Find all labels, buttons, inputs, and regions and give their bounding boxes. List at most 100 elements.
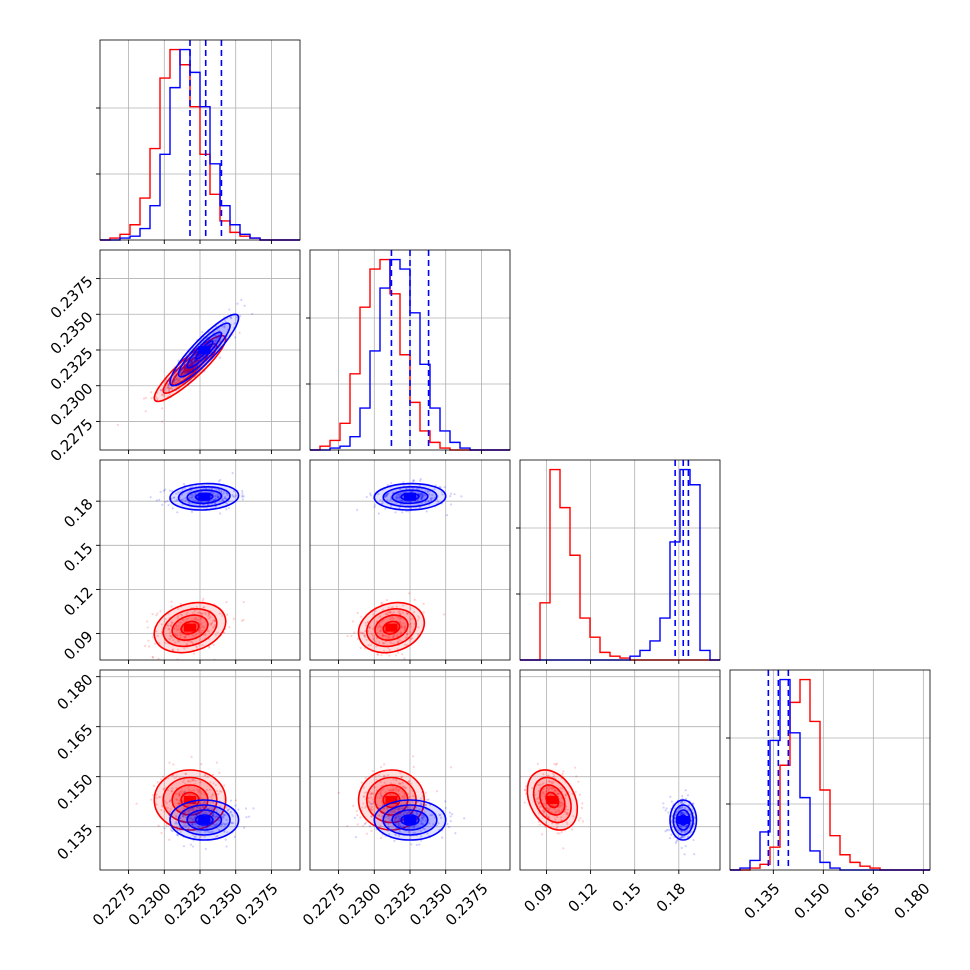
sample-point — [395, 605, 398, 608]
sample-point — [574, 790, 577, 793]
x-tick-label: 0.09 — [520, 880, 556, 916]
sample-point — [409, 631, 412, 634]
sample-point — [397, 815, 400, 818]
sample-point — [429, 497, 433, 500]
sample-point — [387, 611, 390, 614]
sample-point — [242, 600, 245, 604]
sample-point — [175, 826, 178, 829]
sample-point — [178, 639, 181, 642]
sample-point — [198, 611, 201, 614]
sample-point — [554, 763, 558, 766]
sample-point — [160, 623, 163, 626]
sample-point — [147, 639, 150, 642]
sample-point — [230, 821, 233, 824]
sample-point — [200, 805, 203, 808]
sample-point — [179, 830, 183, 834]
sample-point — [548, 786, 551, 790]
sample-point — [398, 807, 401, 810]
sample-point — [364, 821, 368, 824]
sample-point — [415, 499, 419, 502]
sample-point — [373, 786, 376, 789]
sample-point — [200, 500, 203, 503]
sample-point — [182, 618, 185, 621]
density-peak — [184, 623, 196, 632]
sample-point — [581, 802, 584, 805]
sample-point — [545, 791, 548, 794]
sample-point — [393, 820, 397, 823]
sample-point — [178, 628, 181, 631]
sample-point — [391, 789, 394, 792]
sample-point — [199, 790, 202, 793]
sample-point — [158, 641, 161, 644]
sample-point — [177, 607, 180, 610]
sample-point — [194, 616, 198, 620]
sample-point — [679, 807, 682, 810]
sample-point — [226, 493, 229, 497]
sample-point — [232, 495, 235, 498]
sample-point — [144, 644, 147, 648]
sample-point — [168, 638, 171, 641]
sample-point — [411, 794, 414, 798]
sample-point — [175, 388, 178, 392]
sample-point — [537, 801, 541, 805]
sample-point — [184, 364, 187, 367]
sample-point — [420, 497, 424, 500]
sample-point — [202, 806, 205, 809]
sample-point — [406, 807, 410, 810]
sample-point — [548, 779, 551, 782]
sample-point — [550, 810, 553, 814]
sample-point — [175, 798, 178, 801]
sample-point — [191, 822, 194, 825]
sample-point — [447, 825, 451, 829]
sample-point — [202, 606, 205, 609]
sample-point — [368, 626, 371, 629]
sample-point — [681, 806, 684, 809]
sample-point — [216, 495, 220, 499]
sample-point — [387, 829, 390, 832]
sample-point — [192, 802, 195, 805]
sample-point — [176, 833, 179, 837]
sample-point — [170, 790, 173, 793]
sample-point — [174, 793, 177, 796]
sample-point — [184, 822, 187, 825]
sample-point — [186, 617, 189, 621]
sample-point — [386, 613, 389, 616]
sample-point — [167, 627, 170, 630]
sample-point — [184, 634, 188, 637]
sample-point — [190, 496, 193, 499]
sample-point — [232, 821, 235, 825]
sample-point — [429, 498, 432, 501]
sample-point — [161, 503, 164, 506]
sample-point — [387, 811, 390, 815]
sample-point — [182, 790, 186, 793]
sample-point — [394, 827, 398, 830]
sample-point — [365, 791, 368, 794]
sample-point — [414, 831, 417, 835]
sample-point — [232, 490, 236, 493]
x-tick-label: 0.12 — [564, 880, 600, 916]
sample-point — [214, 498, 217, 501]
sample-point — [398, 817, 401, 820]
sample-point — [389, 819, 392, 822]
histogram-panel-3 — [726, 669, 931, 871]
sample-point — [410, 637, 413, 640]
sample-point — [381, 812, 384, 815]
sample-point — [399, 612, 402, 615]
sample-point — [163, 810, 166, 813]
sample-point — [220, 497, 224, 501]
sample-point — [225, 497, 228, 500]
sample-point — [365, 638, 368, 641]
sample-point — [373, 786, 376, 789]
sample-point — [430, 813, 434, 817]
sample-point — [544, 821, 548, 824]
sample-point — [179, 602, 182, 606]
sample-point — [449, 820, 452, 823]
sample-point — [413, 598, 416, 601]
sample-point — [160, 831, 163, 835]
sample-point — [449, 492, 453, 495]
sample-point — [412, 479, 416, 482]
sample-point — [670, 833, 673, 836]
sample-point — [370, 792, 373, 795]
sample-point — [164, 617, 167, 621]
sample-point — [193, 359, 197, 362]
